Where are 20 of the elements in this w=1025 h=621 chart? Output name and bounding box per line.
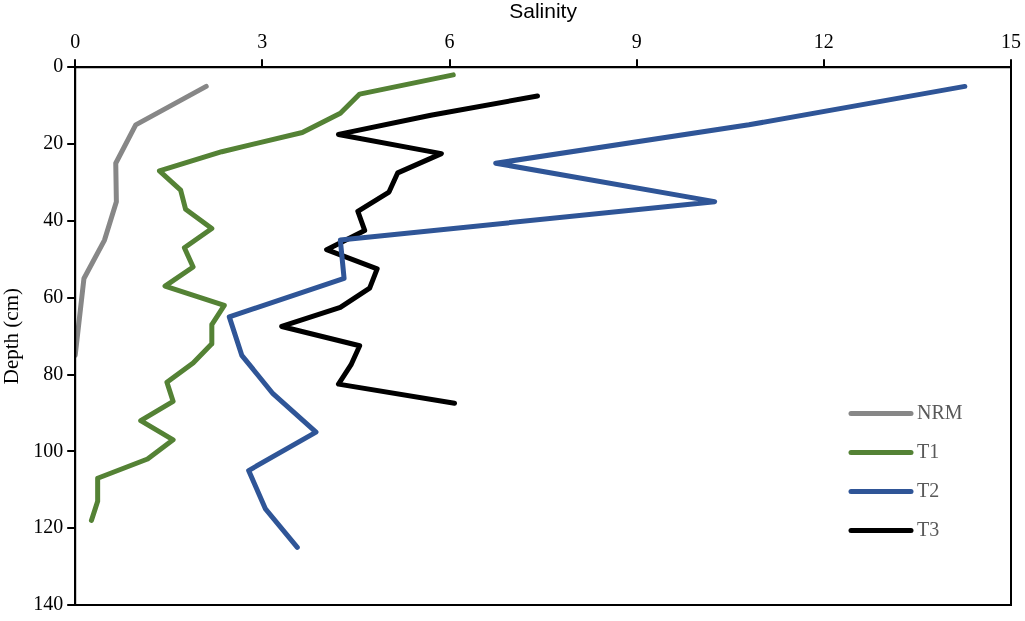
y-tick-label: 60 xyxy=(43,284,64,307)
x-axis-title: Salinity xyxy=(509,0,578,23)
legend-label: NRM xyxy=(917,400,963,423)
x-tick-label: 15 xyxy=(1001,30,1021,53)
y-tick-label: 120 xyxy=(33,515,64,538)
y-tick-label: 140 xyxy=(33,592,64,615)
y-tick-label: 80 xyxy=(43,361,64,384)
y-tick-label: 40 xyxy=(43,208,64,231)
y-axis-title: Depth (cm) xyxy=(0,287,24,385)
legend-label: T2 xyxy=(917,478,940,501)
x-tick-label: 0 xyxy=(70,30,81,53)
y-tick-label: 20 xyxy=(43,131,64,154)
x-tick-label: 9 xyxy=(631,30,642,53)
legend-label: T1 xyxy=(917,439,940,462)
y-tick-label: 100 xyxy=(33,438,64,461)
x-tick-label: 12 xyxy=(813,30,834,53)
x-tick-label: 6 xyxy=(444,30,455,53)
legend-label: T3 xyxy=(917,517,940,540)
y-tick-label: 0 xyxy=(53,54,64,77)
x-tick-label: 3 xyxy=(257,30,268,53)
